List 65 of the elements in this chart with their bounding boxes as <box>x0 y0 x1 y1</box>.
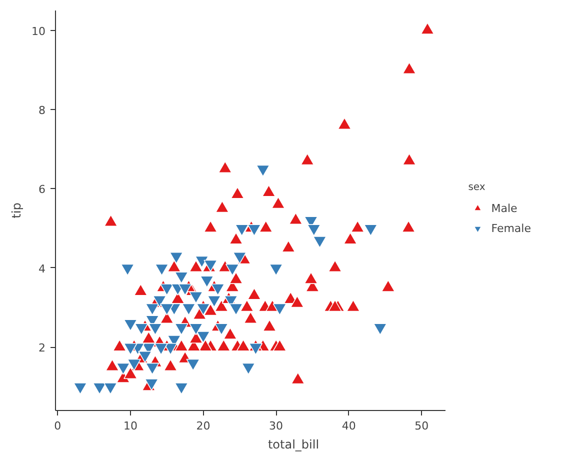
x-tick-label: 10 <box>123 420 138 432</box>
point <box>124 342 138 356</box>
point <box>207 295 222 308</box>
point <box>242 362 256 375</box>
point <box>178 284 192 296</box>
point <box>154 342 168 356</box>
legend-label: Female <box>491 222 531 234</box>
point <box>116 362 130 375</box>
point <box>248 342 263 356</box>
point <box>272 303 287 316</box>
y-axis-title: tip <box>10 202 24 218</box>
legend-label: Male <box>491 202 518 214</box>
point <box>127 358 142 371</box>
x-axis-title: total_bill <box>268 438 320 452</box>
point <box>120 264 134 276</box>
x-tick-label: 0 <box>54 420 62 432</box>
point <box>160 284 174 296</box>
point <box>124 319 138 332</box>
point <box>174 382 188 395</box>
x-tick-label: 40 <box>342 420 356 432</box>
point <box>145 303 160 316</box>
point <box>256 164 270 177</box>
legend-title: sex <box>468 182 486 193</box>
point <box>148 323 162 336</box>
point <box>92 382 106 395</box>
point <box>160 303 174 316</box>
point <box>364 224 378 236</box>
y-tick-label: 4 <box>38 262 46 276</box>
y-tick-label: 10 <box>32 24 46 38</box>
point <box>269 264 283 276</box>
point <box>234 224 249 236</box>
point <box>196 303 210 316</box>
y-tick-label: 2 <box>38 342 46 355</box>
point <box>174 272 188 284</box>
point <box>214 323 228 336</box>
point <box>104 382 118 395</box>
x-tick-label: 50 <box>414 420 429 432</box>
point <box>232 252 247 264</box>
point <box>373 323 388 336</box>
point <box>194 256 209 268</box>
point <box>247 224 262 236</box>
point <box>169 252 184 264</box>
point <box>174 323 188 336</box>
point <box>229 303 243 316</box>
point <box>152 295 166 308</box>
point <box>182 303 196 316</box>
point <box>200 276 214 288</box>
point <box>189 291 203 304</box>
point <box>134 323 148 336</box>
point <box>189 323 203 336</box>
x-tick-label: 20 <box>196 420 210 432</box>
point <box>196 331 210 344</box>
point <box>73 382 88 395</box>
y-tick-label: 8 <box>38 104 46 118</box>
point <box>186 358 200 371</box>
point <box>154 264 169 276</box>
point <box>225 264 240 276</box>
point <box>138 350 152 363</box>
point <box>145 362 160 375</box>
point <box>312 236 327 248</box>
point <box>307 224 321 236</box>
point <box>210 284 225 296</box>
y-tick-label: 6 <box>38 183 46 196</box>
point <box>144 378 158 391</box>
x-tick-label: 30 <box>269 420 284 432</box>
